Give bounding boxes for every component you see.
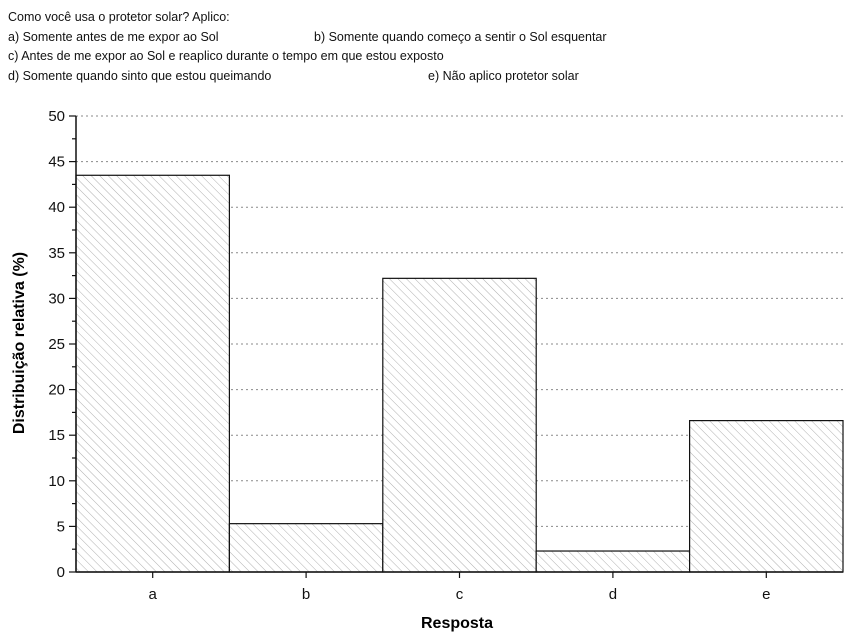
- x-tick-label: e: [762, 586, 770, 603]
- bar-b: [228, 523, 384, 573]
- x-tick-label: c: [456, 586, 464, 603]
- y-axis-title: Distribuição relativa (%): [11, 252, 28, 434]
- options-line-2: c) Antes de me expor ao Sol e reaplico d…: [8, 47, 838, 67]
- ticks: 0 5 10 15 20 25 30 35 40 45 50 a b c d e: [48, 108, 770, 603]
- question-title-line: Como você usa o protetor solar? Aplico:: [8, 8, 838, 28]
- options-line-3: d) Somente quando sinto que estou queima…: [8, 67, 838, 87]
- option-a: a) Somente antes de me expor ao Sol: [8, 29, 219, 44]
- bar-a: [75, 174, 230, 573]
- bar-d: [535, 550, 691, 573]
- bar-c: [382, 277, 537, 573]
- option-e: e) Não aplico protetor solar: [428, 68, 579, 83]
- bar-e: [688, 420, 844, 573]
- question-title: Como você usa o protetor solar? Aplico:: [8, 10, 230, 24]
- y-tick-label: 50: [48, 108, 65, 125]
- option-d: d) Somente quando sinto que estou queima…: [8, 68, 272, 83]
- y-tick-label: 15: [48, 427, 65, 444]
- x-tick-label: d: [609, 586, 617, 603]
- y-tick-label: 25: [48, 336, 65, 353]
- x-axis-title: Resposta: [421, 615, 493, 632]
- y-tick-label: 45: [48, 154, 65, 171]
- y-tick-label: 40: [48, 199, 65, 216]
- x-tick-label: a: [149, 586, 158, 603]
- y-tick-label: 35: [48, 245, 65, 262]
- x-tick-label: b: [302, 586, 310, 603]
- question-header: Como você usa o protetor solar? Aplico: …: [8, 8, 838, 86]
- bars: [75, 174, 844, 573]
- y-tick-label: 20: [48, 382, 65, 399]
- options-line-1: a) Somente antes de me expor ao Sol b) S…: [8, 28, 838, 48]
- option-c: c) Antes de me expor ao Sol e reaplico d…: [8, 49, 444, 63]
- y-tick-label: 0: [57, 564, 65, 581]
- option-b: b) Somente quando começo a sentir o Sol …: [314, 29, 607, 44]
- y-tick-label: 30: [48, 290, 65, 307]
- y-tick-label: 5: [57, 518, 65, 535]
- y-tick-label: 10: [48, 473, 65, 490]
